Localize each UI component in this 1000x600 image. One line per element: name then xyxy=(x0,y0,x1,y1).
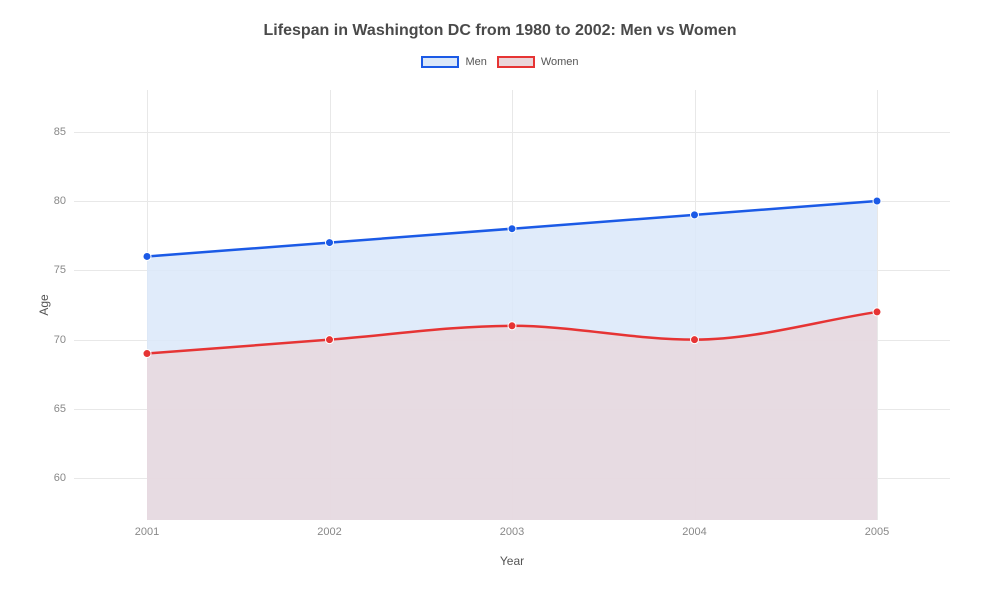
data-point[interactable] xyxy=(508,225,516,233)
data-point[interactable] xyxy=(873,197,881,205)
legend-swatch-men xyxy=(421,56,459,68)
data-point[interactable] xyxy=(143,252,151,260)
legend-swatch-women xyxy=(497,56,535,68)
series-svg xyxy=(74,90,950,520)
y-axis-label: Age xyxy=(37,294,51,315)
y-tick-label: 80 xyxy=(54,195,74,207)
x-tick-label: 2003 xyxy=(500,520,524,538)
y-tick-label: 70 xyxy=(54,334,74,346)
legend-label-men: Men xyxy=(465,56,486,68)
data-point[interactable] xyxy=(326,239,334,247)
plot-area: 606570758085 20012002200320042005 Age Ye… xyxy=(74,90,950,520)
legend-item-women[interactable]: Women xyxy=(497,56,579,68)
chart-container: Lifespan in Washington DC from 1980 to 2… xyxy=(0,0,1000,600)
legend-item-men[interactable]: Men xyxy=(421,56,486,68)
y-tick-label: 85 xyxy=(54,126,74,138)
x-tick-label: 2002 xyxy=(317,520,341,538)
data-point[interactable] xyxy=(143,350,151,358)
x-tick-label: 2004 xyxy=(682,520,706,538)
x-axis-label: Year xyxy=(500,554,524,568)
legend-label-women: Women xyxy=(541,56,579,68)
data-point[interactable] xyxy=(691,336,699,344)
data-point[interactable] xyxy=(691,211,699,219)
x-tick-label: 2001 xyxy=(135,520,159,538)
data-point[interactable] xyxy=(508,322,516,330)
y-tick-label: 75 xyxy=(54,264,74,276)
legend: Men Women xyxy=(0,56,1000,68)
data-point[interactable] xyxy=(873,308,881,316)
x-tick-label: 2005 xyxy=(865,520,889,538)
data-point[interactable] xyxy=(326,336,334,344)
y-tick-label: 65 xyxy=(54,403,74,415)
chart-title: Lifespan in Washington DC from 1980 to 2… xyxy=(0,22,1000,40)
y-tick-label: 60 xyxy=(54,472,74,484)
